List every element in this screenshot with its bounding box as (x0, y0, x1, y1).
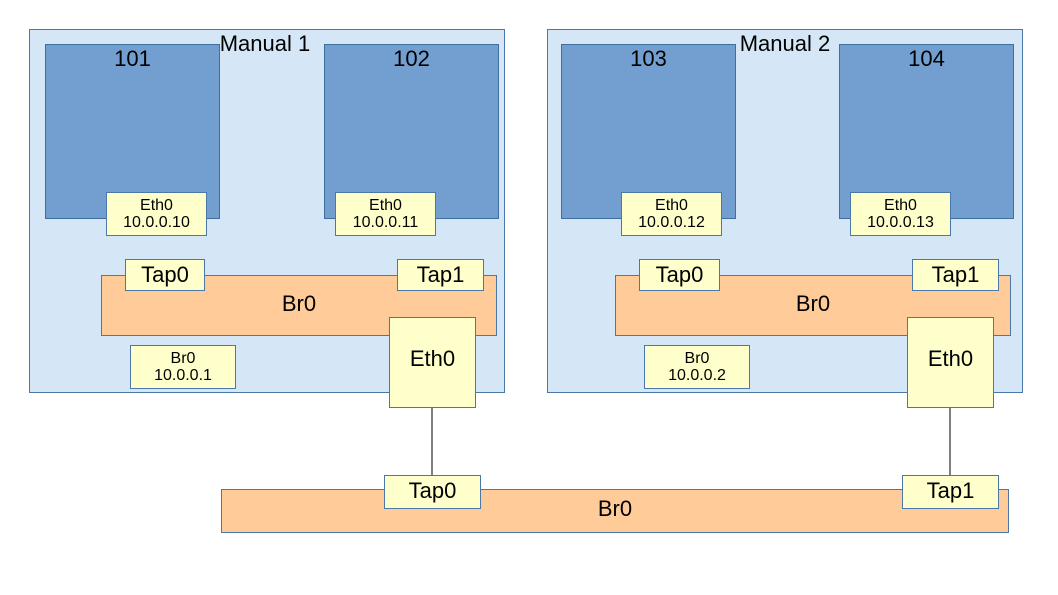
bridge-label: Br0 (597, 496, 633, 521)
nic-ip: 10.0.0.10 (123, 214, 190, 231)
vm-nic-eth0: Eth0 10.0.0.13 (850, 192, 951, 236)
vm-title: 103 (630, 46, 667, 71)
nic-ip: 10.0.0.12 (638, 214, 705, 231)
vm-nic-eth0: Eth0 10.0.0.10 (106, 192, 207, 236)
vm-103 (561, 44, 736, 219)
bridge-iface-label: Br0 (170, 350, 196, 367)
vm-title: 102 (393, 46, 430, 71)
vm-104 (839, 44, 1014, 219)
vm-nic-eth0: Eth0 10.0.0.11 (335, 192, 436, 236)
nic-label: Eth0 (140, 197, 173, 214)
vm-101 (45, 44, 220, 219)
outer-bridge-br0: Br0 (221, 489, 1009, 533)
nic-ip: 10.0.0.11 (352, 214, 419, 231)
vm-title: 104 (908, 46, 945, 71)
host-uplink-eth0: Eth0 (389, 317, 476, 408)
bridge-interface: Br0 10.0.0.1 (130, 345, 236, 389)
bridge-iface-ip: 10.0.0.1 (154, 367, 212, 384)
bridge-iface-ip: 10.0.0.2 (668, 367, 726, 384)
nic-label: Eth0 (884, 197, 917, 214)
vm-title: 101 (114, 46, 151, 71)
tap-interface: Tap0 (384, 475, 481, 509)
tap-interface: Tap0 (125, 259, 205, 291)
nic-label: Eth0 (655, 197, 688, 214)
bridge-iface-label: Br0 (684, 350, 710, 367)
bridge-label: Br0 (281, 291, 317, 316)
vm-nic-eth0: Eth0 10.0.0.12 (621, 192, 722, 236)
host-title: Manual 1 (219, 31, 311, 56)
tap-interface: Tap1 (902, 475, 999, 509)
tap-interface: Tap1 (397, 259, 484, 291)
tap-interface: Tap1 (912, 259, 999, 291)
nic-ip: 10.0.0.13 (867, 214, 934, 231)
host-uplink-eth0: Eth0 (907, 317, 994, 408)
nic-label: Eth0 (369, 197, 402, 214)
bridge-interface: Br0 10.0.0.2 (644, 345, 750, 389)
tap-interface: Tap0 (639, 259, 720, 291)
host-title: Manual 2 (739, 31, 831, 56)
vm-102 (324, 44, 499, 219)
bridge-label: Br0 (795, 291, 831, 316)
